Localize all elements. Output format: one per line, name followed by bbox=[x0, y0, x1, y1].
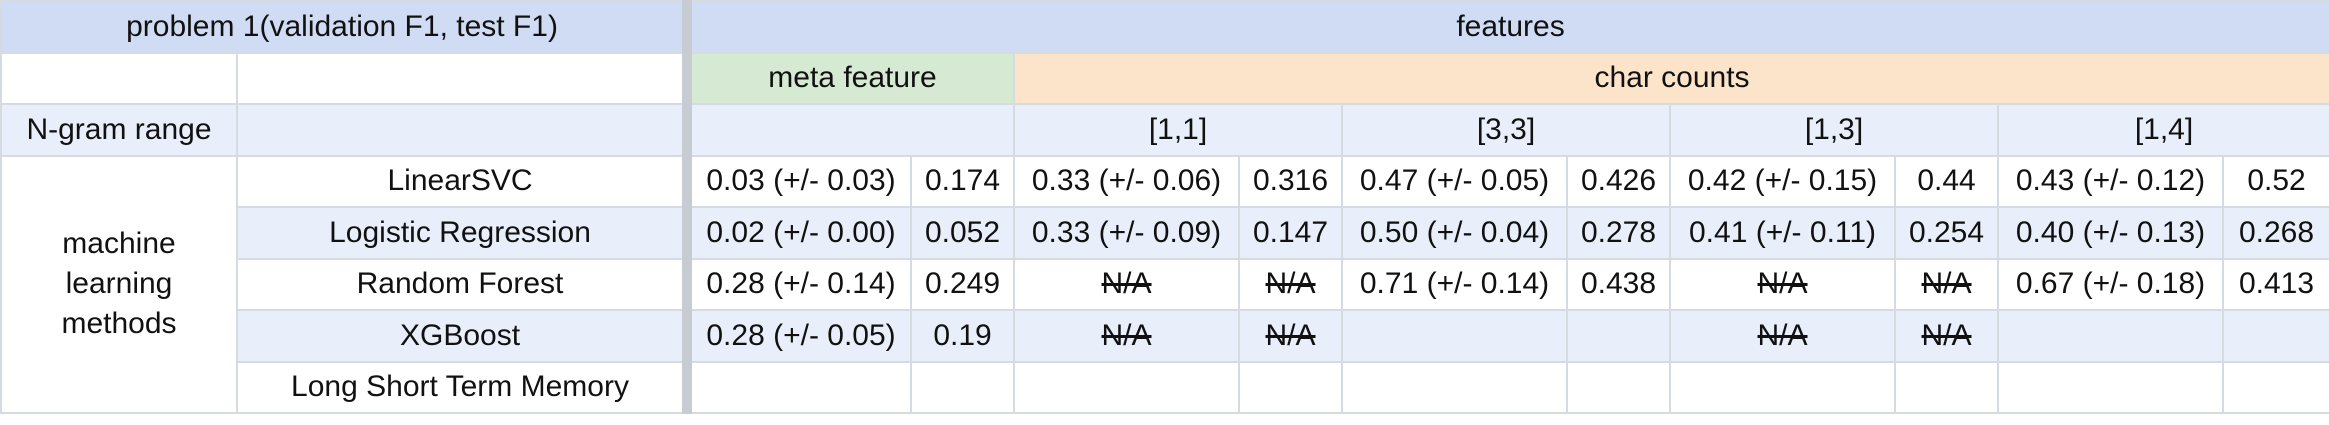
ngram-range-1-3[interactable]: [1,3] bbox=[1669, 103, 2000, 157]
table-cell[interactable]: N/A bbox=[1013, 257, 1241, 311]
table-cell[interactable]: 0.41 (+/- 0.11) bbox=[1669, 206, 1897, 260]
table-cell[interactable] bbox=[1894, 360, 2000, 414]
table-cell[interactable]: 0.43 (+/- 0.12) bbox=[1997, 154, 2225, 208]
problem-header[interactable]: problem 1(validation F1, test F1) bbox=[0, 0, 693, 54]
table-cell[interactable]: 0.316 bbox=[1238, 154, 1344, 208]
meta-feature-header[interactable]: meta feature bbox=[686, 51, 1016, 105]
method-name[interactable]: Long Short Term Memory bbox=[235, 360, 693, 414]
header-row: problem 1(validation F1, test F1) featur… bbox=[0, 0, 2329, 54]
table-cell[interactable] bbox=[2222, 360, 2329, 414]
table-cell[interactable]: N/A bbox=[1669, 309, 1897, 363]
table-cell[interactable] bbox=[1669, 360, 1897, 414]
table-cell[interactable]: 0.71 (+/- 0.14) bbox=[1341, 257, 1569, 311]
table-cell[interactable]: 0.44 bbox=[1894, 154, 2000, 208]
table-cell[interactable]: N/A bbox=[1013, 309, 1241, 363]
empty-cell[interactable] bbox=[0, 51, 238, 105]
table-cell[interactable]: N/A bbox=[1238, 309, 1344, 363]
table-cell[interactable] bbox=[2222, 309, 2329, 363]
method-name[interactable]: LinearSVC bbox=[235, 154, 693, 208]
features-header[interactable]: features bbox=[686, 0, 2329, 54]
method-name[interactable]: XGBoost bbox=[235, 309, 693, 363]
empty-cell[interactable] bbox=[235, 103, 693, 157]
table-cell[interactable] bbox=[910, 360, 1016, 414]
table-cell[interactable]: 0.03 (+/- 0.03) bbox=[686, 154, 913, 208]
ngram-label[interactable]: N-gram range bbox=[0, 103, 238, 157]
table-cell[interactable]: 0.67 (+/- 0.18) bbox=[1997, 257, 2225, 311]
table-cell[interactable]: 0.174 bbox=[910, 154, 1016, 208]
results-table: problem 1(validation F1, test F1) featur… bbox=[0, 0, 2329, 414]
empty-cell[interactable] bbox=[235, 51, 693, 105]
table-cell[interactable]: 0.42 (+/- 0.15) bbox=[1669, 154, 1897, 208]
table-cell[interactable]: N/A bbox=[1238, 257, 1344, 311]
table-cell[interactable]: 0.278 bbox=[1566, 206, 1672, 260]
table-cell[interactable] bbox=[1997, 309, 2225, 363]
table-cell[interactable]: 0.249 bbox=[910, 257, 1016, 311]
table-row: Random Forest 0.28 (+/- 0.14) 0.249 N/A … bbox=[1, 257, 2329, 311]
table-cell[interactable]: N/A bbox=[1894, 309, 2000, 363]
char-counts-header[interactable]: char counts bbox=[1013, 51, 2329, 105]
table-cell[interactable]: 0.438 bbox=[1566, 257, 1672, 311]
table-cell[interactable]: 0.254 bbox=[1894, 206, 2000, 260]
table-cell[interactable]: 0.19 bbox=[910, 309, 1016, 363]
table-row: Long Short Term Memory bbox=[1, 360, 2329, 414]
table-cell[interactable]: 0.413 bbox=[2222, 257, 2329, 311]
table-cell[interactable]: 0.147 bbox=[1238, 206, 1344, 260]
table-cell[interactable]: 0.47 (+/- 0.05) bbox=[1341, 154, 1569, 208]
table-cell[interactable]: 0.33 (+/- 0.09) bbox=[1013, 206, 1241, 260]
table-cell[interactable] bbox=[1341, 360, 1569, 414]
method-name[interactable]: Logistic Regression bbox=[235, 206, 693, 260]
table-row: machine learning methods LinearSVC 0.03 … bbox=[0, 154, 2329, 414]
group-row: meta feature char counts bbox=[0, 51, 2329, 105]
ngram-range-1-1[interactable]: [1,1] bbox=[1013, 103, 1344, 157]
table-cell[interactable]: N/A bbox=[1669, 257, 1897, 311]
table-row: Logistic Regression 0.02 (+/- 0.00) 0.05… bbox=[1, 206, 2329, 260]
method-name[interactable]: Random Forest bbox=[235, 257, 693, 311]
ngram-range-3-3[interactable]: [3,3] bbox=[1341, 103, 1672, 157]
table-cell[interactable] bbox=[1341, 309, 1569, 363]
table-cell[interactable]: 0.28 (+/- 0.14) bbox=[686, 257, 913, 311]
table-cell[interactable]: 0.052 bbox=[910, 206, 1016, 260]
ngram-range-1-4[interactable]: [1,4] bbox=[1997, 103, 2329, 157]
table-cell[interactable] bbox=[1238, 360, 1344, 414]
table-cell[interactable]: 0.50 (+/- 0.04) bbox=[1341, 206, 1569, 260]
section-label[interactable]: machine learning methods bbox=[0, 154, 238, 414]
table-cell[interactable] bbox=[686, 360, 913, 414]
table-cell[interactable]: 0.33 (+/- 0.06) bbox=[1013, 154, 1241, 208]
table-cell[interactable] bbox=[1013, 360, 1241, 414]
ngram-row: N-gram range [1,1] [3,3] [1,3] [1,4] bbox=[0, 103, 2329, 157]
table-cell[interactable]: 0.268 bbox=[2222, 206, 2329, 260]
table-cell[interactable] bbox=[1566, 360, 1672, 414]
table-row: XGBoost 0.28 (+/- 0.05) 0.19 N/A N/A N/A… bbox=[1, 309, 2329, 363]
table-cell[interactable]: 0.40 (+/- 0.13) bbox=[1997, 206, 2225, 260]
table-cell[interactable]: 0.426 bbox=[1566, 154, 1672, 208]
table-cell[interactable]: 0.28 (+/- 0.05) bbox=[686, 309, 913, 363]
table-cell[interactable] bbox=[1566, 309, 1672, 363]
table-cell[interactable]: N/A bbox=[1894, 257, 2000, 311]
ngram-meta-cell[interactable] bbox=[686, 103, 1016, 157]
table-cell[interactable] bbox=[1997, 360, 2225, 414]
table-cell[interactable]: 0.52 bbox=[2222, 154, 2329, 208]
table-cell[interactable]: 0.02 (+/- 0.00) bbox=[686, 206, 913, 260]
